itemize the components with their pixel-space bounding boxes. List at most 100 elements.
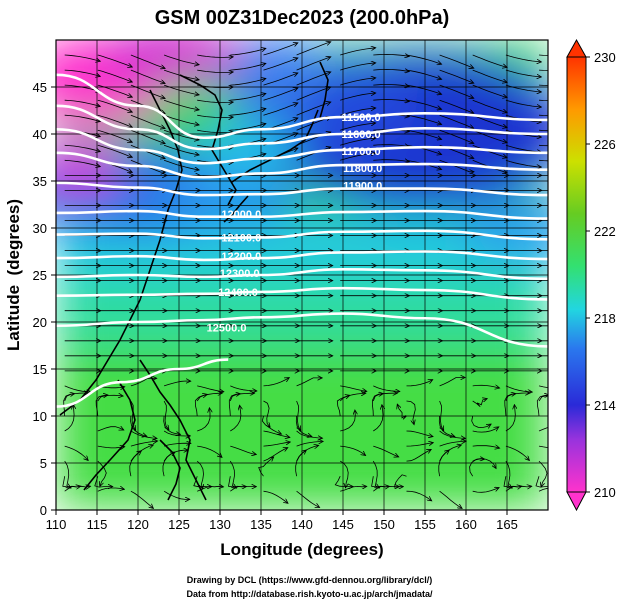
streamline: [263, 58, 298, 71]
colorbar-min-arrow: [566, 491, 587, 512]
streamline: [193, 476, 212, 487]
streamline: [439, 445, 462, 462]
streamline: [64, 69, 101, 76]
streamline: [230, 405, 241, 432]
streamline: [538, 84, 548, 86]
streamline: [296, 400, 301, 431]
streamline: [196, 460, 203, 489]
streamline: [373, 405, 383, 432]
plot-area: 11500.0 11600.0 11700.0 11800.0 11900.0 12000…: [56, 40, 548, 510]
streamline: [538, 129, 548, 132]
streamline: [163, 129, 199, 140]
streamline: [97, 84, 133, 97]
x-tick-label: 160: [455, 517, 477, 532]
streamline: [538, 460, 548, 487]
streamline: [505, 385, 532, 392]
streamline: [406, 84, 442, 94]
streamline: [373, 85, 409, 87]
streamline: [230, 63, 266, 71]
contour-line: [56, 73, 548, 140]
streamline: [296, 490, 320, 507]
streamline: [406, 490, 432, 501]
contour-label: 12500.0: [207, 323, 247, 335]
x-tick-label: 165: [496, 517, 518, 532]
contour-label: 12200.0: [221, 251, 261, 263]
streamline: [505, 159, 542, 167]
streamline: [263, 103, 298, 116]
streamline: [64, 445, 89, 460]
streamline: [130, 84, 165, 98]
streamline: [229, 393, 254, 402]
streamline: [472, 144, 507, 157]
x-tick-label: 130: [209, 517, 231, 532]
streamline: [397, 404, 407, 420]
colorbar-tick-label: 230: [594, 50, 616, 65]
y-tick-label: 45: [33, 80, 47, 95]
streamline: [230, 385, 257, 391]
x-tick-label: 120: [127, 517, 149, 532]
streamline: [472, 446, 500, 449]
streamline: [64, 99, 101, 106]
streamline: [505, 445, 530, 460]
streamline: [130, 54, 165, 68]
x-tick-label: 115: [87, 517, 108, 532]
streamline: [197, 130, 233, 132]
streamline: [130, 445, 154, 462]
streamline: [472, 99, 507, 112]
x-tick-label: 140: [291, 517, 313, 532]
streamline: [339, 393, 366, 402]
y-tick-label: 25: [33, 268, 47, 283]
contour-line: [56, 286, 548, 301]
contour-label: 12400.0: [218, 287, 258, 299]
streamline: [229, 460, 236, 488]
streamline: [296, 87, 331, 101]
colorbar-max-arrow: [566, 38, 587, 58]
streamline: [536, 395, 548, 417]
streamline: [263, 73, 298, 86]
streamline: [64, 405, 74, 432]
streamline: [373, 100, 409, 102]
contour-line: [56, 312, 548, 348]
streamline: [472, 114, 507, 127]
streamline: [163, 450, 188, 462]
streamline: [373, 385, 400, 392]
x-tick-label: 155: [414, 517, 436, 532]
streamline: [296, 72, 331, 86]
streamline: [64, 460, 71, 488]
colorbar-gradient: [567, 57, 586, 492]
streamline: [130, 441, 158, 447]
streamline: [471, 415, 491, 428]
streamline: [163, 144, 199, 155]
streamline: [472, 427, 499, 433]
streamline: [340, 108, 376, 116]
streamline: [505, 405, 515, 432]
streamline: [472, 84, 507, 97]
streamline: [263, 400, 271, 427]
streamline: [538, 487, 548, 492]
streamline: [372, 393, 397, 402]
streamline: [538, 99, 548, 101]
streamline: [296, 102, 331, 116]
streamline: [538, 445, 548, 449]
streamline: [505, 54, 542, 62]
streamline: [296, 441, 324, 447]
streamline: [258, 457, 274, 477]
height-contours: [56, 73, 548, 408]
streamline: [340, 153, 376, 161]
contour-line: [56, 104, 548, 151]
streamline: [439, 490, 463, 508]
streamline: [197, 85, 233, 87]
colorbar-tick-label: 218: [594, 311, 616, 326]
streamline: [163, 159, 199, 170]
x-tick-label: 145: [332, 517, 354, 532]
streamline: [472, 54, 507, 67]
streamline: [197, 445, 222, 457]
contour-label: 11800.0: [343, 163, 382, 175]
contour-label: 12100.0: [221, 232, 261, 244]
streamline: [439, 99, 474, 113]
credit-data: Data from http://database.rish.kyoto-u.a…: [186, 589, 433, 599]
streamline: [406, 69, 442, 79]
streamline: [163, 99, 199, 110]
streamline: [340, 410, 355, 432]
